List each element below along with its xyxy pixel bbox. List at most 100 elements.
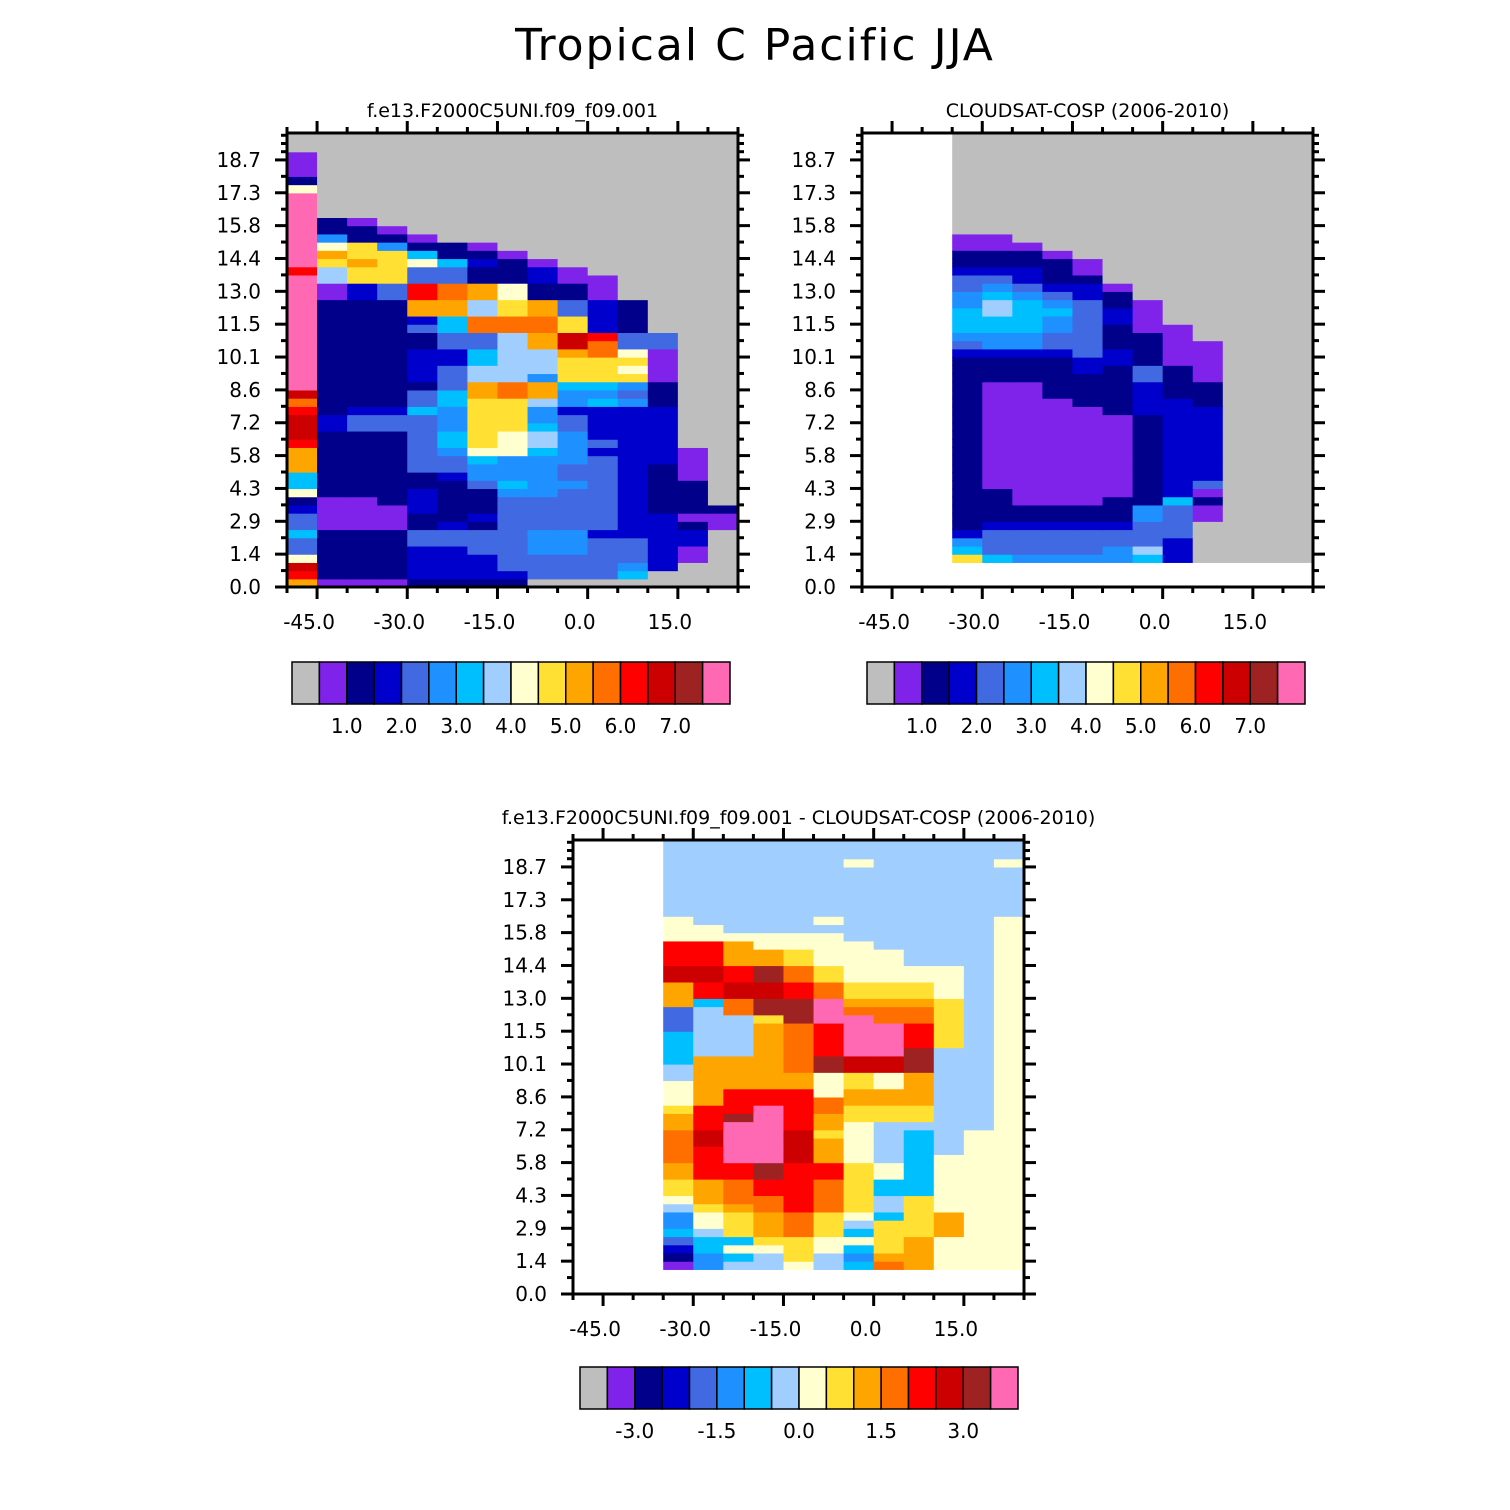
heatmap-cell (287, 447, 318, 457)
heatmap-cell (952, 225, 983, 235)
heatmap-cell (1042, 472, 1074, 481)
heatmap-cell (1252, 291, 1284, 301)
heatmap-cell (677, 472, 709, 481)
colorbar-swatch (318, 661, 348, 705)
heatmap-cell (587, 184, 619, 194)
heatmap-cell (952, 348, 983, 358)
heatmap-cell (1012, 151, 1043, 161)
heatmap-cell (467, 266, 499, 276)
heatmap-cell (1222, 274, 1254, 284)
heatmap-cell (693, 1236, 724, 1246)
heatmap-cell (933, 1121, 965, 1131)
heatmap-cell (377, 496, 408, 506)
heatmap-cell (963, 940, 995, 950)
heatmap-cell (287, 184, 318, 194)
heatmap-cell (497, 513, 529, 522)
heatmap-cell (287, 307, 318, 317)
heatmap-cell (1282, 373, 1314, 383)
heatmap-cell (723, 1228, 754, 1238)
heatmap-cell (982, 299, 1013, 309)
heatmap-cell (407, 233, 438, 243)
heatmap-cell (1192, 521, 1224, 531)
heatmap-cell (347, 209, 378, 219)
heatmap-cell (347, 307, 378, 317)
heatmap-cell (527, 133, 559, 153)
heatmap-cell (1042, 496, 1074, 506)
heatmap-cell (677, 299, 709, 309)
heatmap-cell (903, 891, 935, 901)
heatmap-cell (1162, 266, 1194, 276)
heatmap-cell (1132, 398, 1164, 407)
heatmap-cell (617, 340, 649, 350)
heatmap-cell (617, 422, 649, 432)
heatmap-cell (467, 554, 499, 563)
heatmap-cell (377, 283, 408, 292)
heatmap-cell (377, 357, 408, 366)
heatmap-cell (873, 1039, 905, 1049)
heatmap-cell (982, 381, 1013, 391)
heatmap-cell (317, 422, 348, 432)
heatmap-cell (587, 357, 619, 366)
heatmap-cell (1132, 242, 1164, 251)
heatmap-cell (677, 463, 709, 473)
heatmap-cell (1252, 389, 1284, 399)
heatmap-cell (693, 1014, 724, 1024)
heatmap-cell (377, 422, 408, 432)
heatmap-cell (1282, 200, 1314, 210)
heatmap-cell (1282, 488, 1314, 498)
heatmap-cell (377, 373, 408, 383)
heatmap-cell (1072, 554, 1104, 563)
heatmap-cell (753, 1211, 785, 1221)
heatmap-cell (1252, 192, 1284, 202)
heatmap-cell (1042, 357, 1074, 366)
heatmap-cell (497, 176, 529, 186)
heatmap-cell (557, 192, 589, 202)
heatmap-cell (317, 455, 348, 465)
heatmap-cell (1282, 340, 1314, 350)
heatmap-cell (497, 414, 529, 424)
heatmap-cell (903, 1031, 935, 1040)
heatmap-cell (963, 858, 995, 868)
heatmap-cell (1042, 414, 1074, 424)
heatmap-cell (1222, 258, 1254, 268)
heatmap-cell (952, 488, 983, 498)
heatmap-cell (1252, 447, 1284, 457)
heatmap-cell (347, 217, 378, 227)
heatmap-cell (933, 1096, 965, 1106)
heatmap-cell (1162, 250, 1194, 260)
heatmap-cell (1282, 133, 1314, 153)
heatmap-cell (903, 924, 935, 934)
heatmap-cell (873, 1014, 905, 1024)
heatmap-cell (873, 840, 905, 860)
heatmap-cell (317, 283, 348, 292)
heatmap-cell (963, 907, 995, 917)
heatmap-cell (647, 430, 679, 440)
heatmap-cell (677, 570, 709, 580)
heatmap-cell (1222, 365, 1254, 375)
heatmap-cell (933, 1064, 965, 1073)
heatmap-cell (723, 1121, 754, 1131)
heatmap-cell (1042, 398, 1074, 407)
heatmap-cell (527, 545, 559, 555)
heatmap-cell (407, 365, 438, 375)
heatmap-cell (1102, 430, 1134, 440)
heatmap-cell (647, 348, 679, 358)
colorbar-swatch (565, 661, 594, 705)
heatmap-cell (1222, 283, 1254, 292)
heatmap-cell (437, 570, 468, 580)
heatmap-cell (377, 340, 408, 350)
heatmap-cell (707, 250, 739, 260)
heatmap-cell (1072, 455, 1104, 465)
heatmap-cell (497, 455, 529, 465)
heatmap-cell (347, 291, 378, 301)
heatmap-cell (993, 1031, 1025, 1040)
heatmap-cell (1132, 496, 1164, 506)
heatmap-cell (1282, 398, 1314, 407)
heatmap-cell (1192, 291, 1224, 301)
heatmap-cell (617, 151, 649, 161)
colorbar-swatch (661, 1366, 691, 1410)
heatmap-cell (497, 373, 529, 383)
heatmap-cell (783, 1203, 815, 1213)
heatmap-cell (707, 348, 739, 358)
colorbar-swatch (482, 661, 512, 705)
